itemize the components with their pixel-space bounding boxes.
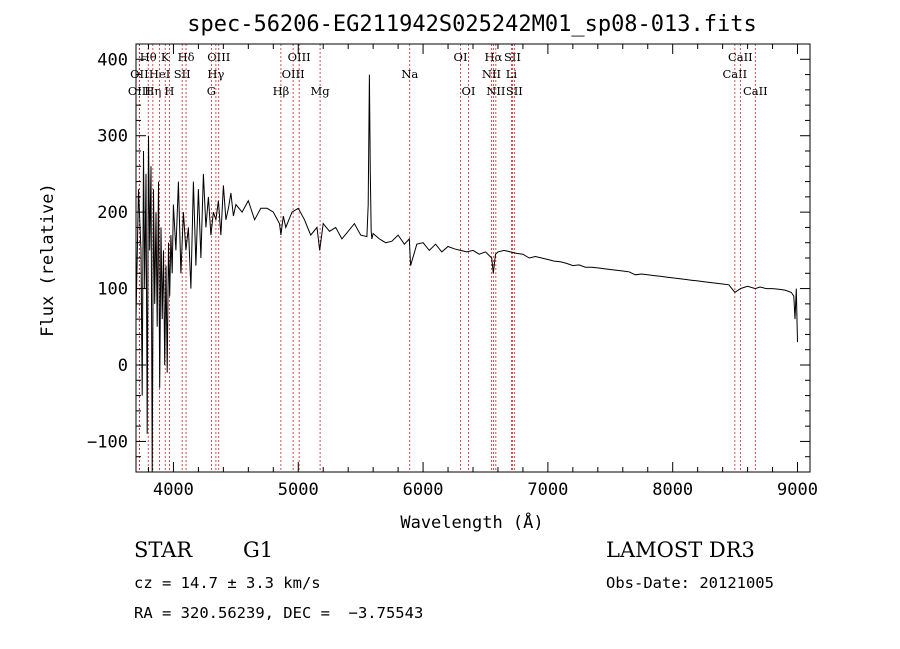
x-tick-label: 8000 (652, 480, 693, 500)
y-axis-label: Flux (relative) (38, 183, 58, 337)
spectral-line-label: CaII (728, 50, 753, 64)
axis-ticks: 4000 5000 6000 7000 8000 9000 −100 0 100 200 300 40… (87, 43, 818, 500)
spectral-line-label: K (161, 50, 170, 64)
spectral-line-label: G (207, 84, 216, 98)
spectral-line-label: OIII (128, 84, 151, 98)
spectral-line-label: Hα (484, 50, 502, 64)
y-tick-label: 200 (97, 203, 128, 223)
spectral-line-label: OI (454, 50, 468, 64)
spectral-line-label: Hη (144, 84, 161, 98)
x-tick-label: 6000 (403, 480, 444, 500)
spectral-line-label: Mg (311, 84, 331, 98)
spectral-line-label: Hθ (140, 50, 157, 64)
y-tick-label: 100 (97, 280, 128, 300)
spectral-line-label: Hδ (178, 50, 195, 64)
y-tick-label: 0 (118, 356, 128, 376)
y-tick-label: −100 (87, 432, 128, 452)
redshift-text: cz = 14.7 ± 3.3 km/s (134, 574, 321, 592)
spectral-line-label: Hγ (207, 67, 224, 81)
spectral-line-label: HeI (149, 67, 170, 81)
spectral-line-label: SII (174, 67, 191, 81)
spectral-line-label: Hβ (273, 84, 290, 98)
spectral-line-label: SII (504, 50, 521, 64)
spectral-line-label: OIII (288, 50, 311, 64)
x-tick-label: 7000 (527, 480, 568, 500)
x-tick-label: 9000 (777, 480, 818, 500)
spectral-line-label: OIII (282, 67, 305, 81)
x-axis-label: Wavelength (Å) (400, 511, 543, 533)
spectral-line-label: NII (482, 67, 501, 81)
obs-date: Obs-Date: 20121005 (606, 574, 774, 592)
object-class: STAR (134, 538, 193, 562)
spectral-line-label: H (164, 84, 174, 98)
spectral-line-label: SII (506, 84, 523, 98)
spectral-line-label: CaII (722, 67, 747, 81)
spectral-line-label: OI (462, 84, 476, 98)
spectral-line-label: CaII (743, 84, 768, 98)
y-tick-label: 300 (97, 127, 128, 147)
spectral-line-label: OIII (207, 50, 230, 64)
x-tick-label: 4000 (153, 480, 194, 500)
spectral-line-label: NII (486, 84, 505, 98)
spectral-line-label: Li (506, 67, 518, 81)
chart-title: spec-56206-EG211942S025242M01_sp08-013.f… (187, 12, 757, 37)
coordinates: RA = 320.56239, DEC = −3.75543 (134, 604, 424, 622)
survey-name: LAMOST DR3 (606, 538, 755, 562)
plot-frame (135, 43, 811, 473)
spectral-line-label: Na (401, 67, 418, 81)
object-subclass: G1 (243, 538, 274, 562)
spectrum-line (135, 74, 798, 473)
spectrum-series (135, 74, 798, 473)
x-tick-label: 5000 (278, 480, 319, 500)
y-tick-label: 400 (97, 50, 128, 70)
